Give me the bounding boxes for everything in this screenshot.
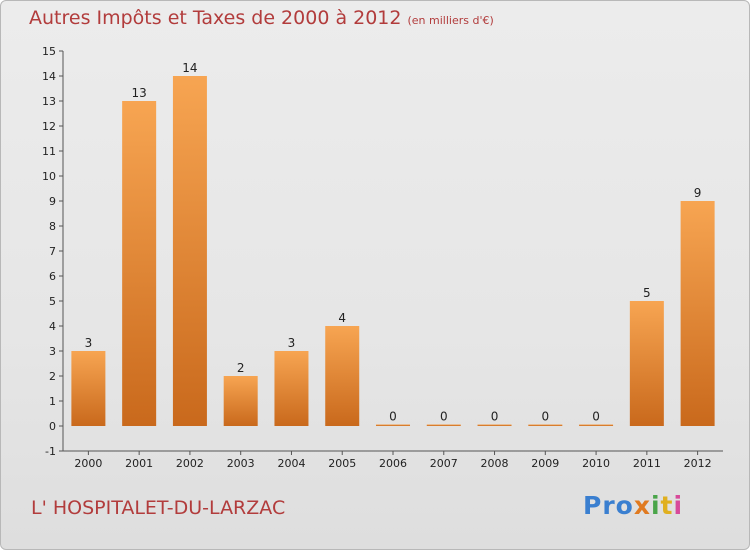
- chart-subtitle: (en milliers d'€): [407, 14, 494, 27]
- bar-value-label: 2: [237, 361, 245, 375]
- bar: [172, 76, 207, 426]
- logo-part: t: [660, 491, 674, 520]
- bar-value-label: 3: [288, 336, 296, 350]
- bar: [223, 376, 258, 426]
- bar-value-label: 4: [338, 311, 346, 325]
- x-tick-label: 2010: [582, 457, 610, 470]
- bar-value-label: 14: [182, 61, 197, 75]
- bar: [376, 424, 410, 426]
- bar-value-label: 0: [491, 410, 499, 424]
- bar-value-label: 0: [592, 410, 600, 424]
- y-tick-label: 5: [49, 295, 56, 308]
- logo-part: i: [673, 491, 684, 520]
- logo-part: x: [633, 491, 651, 520]
- y-tick-label: 9: [49, 195, 56, 208]
- bar: [579, 424, 614, 426]
- bar-value-label: 3: [85, 336, 93, 350]
- x-tick-label: 2008: [481, 457, 509, 470]
- x-tick-label: 2009: [531, 457, 559, 470]
- bar-value-label: 13: [132, 86, 147, 100]
- x-tick-label: 2000: [74, 457, 102, 470]
- y-tick-label: 13: [42, 95, 56, 108]
- logo-part: i: [650, 491, 661, 520]
- y-tick-label: 0: [49, 420, 56, 433]
- bar: [325, 326, 360, 426]
- x-tick-label: 2011: [633, 457, 661, 470]
- y-tick-label: 14: [42, 70, 56, 83]
- bar-value-label: 0: [389, 410, 397, 424]
- logo-part: Pro: [583, 491, 634, 520]
- bar: [477, 424, 512, 426]
- y-tick-label: 6: [49, 270, 56, 283]
- y-tick-label: 4: [49, 320, 56, 333]
- x-tick-label: 2006: [379, 457, 407, 470]
- chart-title: Autres Impôts et Taxes de 2000 à 2012 (en…: [29, 7, 494, 29]
- bar: [71, 351, 106, 426]
- x-tick-label: 2001: [125, 457, 153, 470]
- y-tick-label: 1: [49, 395, 56, 408]
- bar: [680, 201, 715, 426]
- x-tick-label: 2004: [277, 457, 305, 470]
- bar: [426, 424, 461, 426]
- y-tick-label: 15: [42, 45, 56, 58]
- bar: [528, 424, 563, 426]
- bar: [274, 351, 309, 426]
- x-tick-label: 2007: [430, 457, 458, 470]
- bar: [122, 101, 157, 426]
- bar-value-label: 5: [643, 286, 651, 300]
- y-tick-label: 7: [49, 245, 56, 258]
- y-tick-label: 8: [49, 220, 56, 233]
- y-tick-label: 12: [42, 120, 56, 133]
- y-tick-label: -1: [45, 445, 56, 458]
- x-tick-label: 2012: [684, 457, 712, 470]
- x-tick-label: 2003: [227, 457, 255, 470]
- y-tick-label: 3: [49, 345, 56, 358]
- proxiti-logo: Proxiti: [583, 491, 683, 520]
- chart-title-text: Autres Impôts et Taxes de 2000 à 2012: [29, 7, 402, 29]
- x-tick-label: 2002: [176, 457, 204, 470]
- y-tick-label: 2: [49, 370, 56, 383]
- bar-value-label: 0: [440, 410, 448, 424]
- bar-value-label: 9: [694, 186, 702, 200]
- y-tick-label: 10: [42, 170, 56, 183]
- y-tick-label: 11: [42, 145, 56, 158]
- bar-value-label: 0: [541, 410, 549, 424]
- bar: [629, 301, 664, 426]
- x-tick-label: 2005: [328, 457, 356, 470]
- commune-name: L' HOSPITALET-DU-LARZAC: [31, 497, 286, 519]
